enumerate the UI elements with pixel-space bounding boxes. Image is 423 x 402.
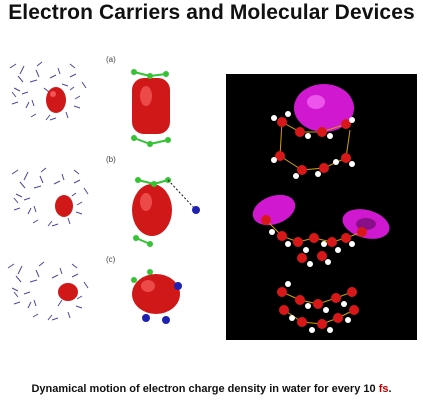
left-figure-panels: (a) (b): [0, 48, 222, 340]
zoom-cluster-a: [131, 69, 171, 147]
panel-c: (c): [7, 255, 182, 324]
page-title: Electron Carriers and Molecular Devices: [8, 1, 415, 24]
electron-density-blob-a: [46, 87, 66, 113]
figure-caption: Dynamical motion of electron charge dens…: [0, 382, 423, 396]
right-figure-black-panel: [226, 74, 417, 340]
caption-end: .: [388, 383, 392, 395]
panel-label-c: (c): [106, 255, 116, 264]
caption-main: Dynamical motion of electron charge dens…: [31, 383, 379, 395]
caption-unit: fs: [378, 383, 389, 395]
panel-label-b: (b): [106, 155, 116, 164]
top-magenta-density: [294, 84, 354, 132]
water-network-a: [9, 61, 87, 121]
panel-b: (b): [11, 155, 200, 247]
panel-label-a: (a): [106, 55, 116, 64]
panel-a: (a): [9, 55, 171, 147]
